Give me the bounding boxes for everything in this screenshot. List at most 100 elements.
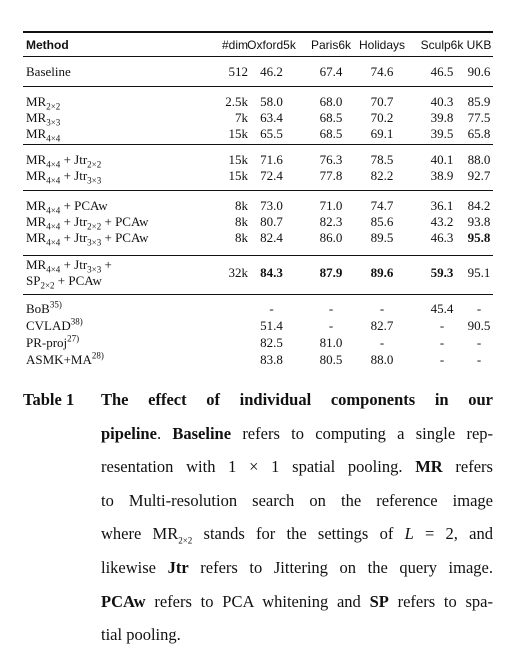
- cell-paris6k: 80.5: [319, 352, 343, 367]
- header-holidays: Holidays: [358, 38, 406, 52]
- table-row: PR-proj27) 82.5 81.0 - - -: [23, 334, 493, 351]
- table-row: MR4×4 + Jtr2×2 15k 71.6 76.3 78.5 40.1 88.0: [23, 152, 493, 170]
- cell-paris6k: 67.4: [319, 64, 343, 79]
- caption-line: likewise Jtr refers to Jittering on the …: [101, 557, 493, 577]
- caption-line: tial pooling.: [101, 625, 181, 645]
- caption-line: where MR2×2 stands for the settings of L…: [101, 524, 493, 546]
- cell-oxford5k: 58.0: [260, 94, 283, 109]
- method-cell: CVLAD38): [26, 316, 83, 333]
- cell-oxford5k: 65.5: [260, 126, 283, 141]
- cell-holidays: 88.0: [370, 352, 394, 367]
- cell-dim: 512: [228, 64, 249, 79]
- cell-sculp6k: -: [439, 335, 445, 350]
- cell-holidays: 70.7: [370, 94, 394, 109]
- cell-paris6k: 68.5: [319, 110, 343, 125]
- cell-paris6k: 82.3: [319, 214, 343, 229]
- cell-ukb: -: [476, 352, 482, 367]
- caption-line: pipeline. Baseline refers to computing a…: [101, 423, 494, 443]
- cell-oxford5k: 72.4: [260, 168, 283, 183]
- cell-paris6k: 86.0: [319, 230, 343, 245]
- cell-paris6k: 68.5: [319, 126, 343, 141]
- header-paris6k: Paris6k: [310, 38, 351, 52]
- caption-text: The effect of individual components in o…: [101, 383, 493, 652]
- cell-oxford5k: 80.7: [260, 214, 283, 229]
- method-cell: MR4×4 + Jtr3×3 + PCAw: [26, 230, 149, 248]
- cell-ukb: 95.8: [467, 230, 491, 245]
- cell-holidays: 82.2: [370, 168, 394, 183]
- method-cell: Baseline: [26, 64, 71, 79]
- caption-label: Table 1: [23, 390, 75, 409]
- cell-holidays: 82.7: [370, 318, 394, 333]
- method-cell: MR4×4 + Jtr3×3: [26, 168, 102, 186]
- method-cell: MR4×4 + Jtr2×2 + PCAw: [26, 214, 149, 232]
- cell-holidays: 78.5: [370, 152, 394, 167]
- cell-ukb: 77.5: [467, 110, 491, 125]
- table-top-rule: [23, 31, 493, 33]
- cell-oxford5k: -: [269, 301, 274, 316]
- cell-dim: 15k: [228, 152, 249, 167]
- cell-dim: 8k: [235, 214, 248, 229]
- cell-ukb: 84.2: [467, 198, 491, 213]
- cell-oxford5k: 83.8: [260, 352, 283, 367]
- table-row: BoB35) - - - 45.4 -: [23, 299, 493, 317]
- cell-holidays: 74.7: [370, 198, 394, 213]
- caption-line: The effect of individual components in o…: [101, 390, 493, 409]
- table-row: MR4×4 + Jtr3×3 15k 72.4 77.8 82.2 38.9 92.7: [23, 168, 493, 186]
- table-group-rule: [23, 56, 493, 57]
- table-group-rule: [23, 255, 493, 256]
- cell-ukb: 95.1: [467, 265, 491, 280]
- cell-dim: 2.5k: [225, 94, 248, 109]
- cell-oxford5k: 82.4: [260, 230, 283, 245]
- cell-holidays: 89.6: [370, 265, 394, 280]
- cell-paris6k: -: [328, 301, 334, 316]
- cell-paris6k: 81.0: [319, 335, 343, 350]
- table-row: MR4×4 + Jtr2×2 + PCAw 8k 80.7 82.3 85.6 43.2 9…: [23, 214, 493, 232]
- cell-holidays: 69.1: [370, 126, 394, 141]
- table-row: ASMK+MA28) 83.8 80.5 88.0 - -: [23, 350, 493, 368]
- cell-ukb: 88.0: [467, 152, 491, 167]
- table-group-rule: [23, 86, 493, 87]
- cell-holidays: 70.2: [370, 110, 394, 125]
- table-row: CVLAD38) 51.4 - 82.7 - 90.5: [23, 316, 493, 334]
- method-cell: MR3×3: [26, 110, 61, 128]
- cell-holidays: 89.5: [370, 230, 394, 245]
- cell-oxford5k: 71.6: [260, 152, 283, 167]
- cell-paris6k: 87.9: [319, 265, 343, 280]
- method-cell: BoB35): [26, 299, 62, 316]
- cell-paris6k: 71.0: [319, 198, 343, 213]
- cell-sculp6k: 46.3: [430, 230, 454, 245]
- cell-holidays: 85.6: [370, 214, 394, 229]
- cell-paris6k: 77.8: [319, 168, 343, 183]
- cell-holidays: -: [379, 301, 385, 316]
- cell-dim: 8k: [235, 198, 248, 213]
- cell-holidays: 74.6: [370, 64, 394, 79]
- header-dim: #dim: [221, 38, 248, 52]
- cell-sculp6k: 45.4: [430, 301, 454, 316]
- table-row: MR3×3 7k 63.4 68.5 70.2 39.8 77.5: [23, 110, 493, 128]
- header-method: Method: [26, 38, 69, 52]
- cell-sculp6k: 39.5: [430, 126, 454, 141]
- caption-line: to Multi-resolution search on the refere…: [101, 490, 493, 510]
- cell-sculp6k: -: [439, 318, 445, 333]
- cell-oxford5k: 73.0: [260, 198, 283, 213]
- cell-sculp6k: 59.3: [430, 265, 454, 280]
- method-cell: MR4×4 + Jtr2×2: [26, 152, 102, 170]
- cell-sculp6k: 38.9: [430, 168, 454, 183]
- table-group-rule: [23, 190, 493, 191]
- cell-dim: 8k: [235, 230, 248, 245]
- cell-ukb: -: [476, 301, 482, 316]
- cell-paris6k: 76.3: [319, 152, 343, 167]
- table-row: Baseline 512 46.2 67.4 74.6 46.5 90.6: [23, 64, 493, 80]
- cell-dim: 15k: [228, 126, 249, 141]
- method-cell: ASMK+MA28): [26, 350, 104, 367]
- cell-paris6k: -: [328, 318, 334, 333]
- cell-paris6k: 68.0: [319, 94, 343, 109]
- cell-sculp6k: 36.1: [430, 198, 454, 213]
- method-cell: MR4×4: [26, 126, 61, 144]
- cell-oxford5k: 46.2: [260, 64, 283, 79]
- table-row: MR2×2 2.5k 58.0 68.0 70.7 40.3 85.9: [23, 94, 493, 111]
- cell-ukb: 90.6: [467, 64, 491, 79]
- cell-sculp6k: 40.1: [430, 152, 454, 167]
- method-cell: MR4×4 + PCAw: [26, 198, 108, 216]
- cell-ukb: 65.8: [467, 126, 491, 141]
